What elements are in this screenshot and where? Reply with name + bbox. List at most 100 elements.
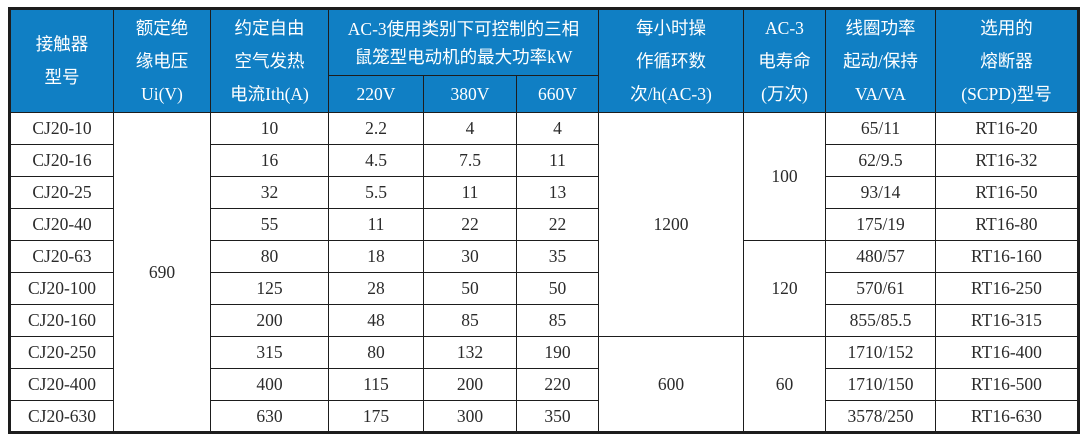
cell-kw-220v: 5.5 <box>328 176 424 209</box>
cell-insulation-voltage: 690 <box>113 112 211 433</box>
cell-kw-660v: 11 <box>516 144 599 177</box>
cell-kw-380v: 30 <box>423 240 517 273</box>
cell-thermal-current: 125 <box>210 272 329 305</box>
cell-model: CJ20-25 <box>9 176 114 209</box>
table-row: CJ20-10 690 10 2.2 4 4 1200 100 65/11 RT16-20 <box>9 112 1079 433</box>
col-header-model: 接触器 型号 <box>9 8 114 113</box>
table-body: CJ20-10 690 10 2.2 4 4 1200 100 65/11 RT16-20 CJ20… <box>9 112 1079 433</box>
cell-electrical-life: 120 <box>743 240 826 337</box>
col-header-220v: 220V <box>328 75 424 113</box>
cell-thermal-current: 16 <box>210 144 329 177</box>
cell-model: CJ20-630 <box>9 400 114 433</box>
cell-thermal-current: 315 <box>210 336 329 369</box>
cell-kw-660v: 85 <box>516 304 599 337</box>
cell-kw-660v: 50 <box>516 272 599 305</box>
col-header-380v: 380V <box>423 75 517 113</box>
table-row: CJ20-250 315 80 132 190 600 60 1710/152 RT16-400 <box>9 336 1079 433</box>
cell-model: CJ20-100 <box>9 272 114 305</box>
cell-cycles: 600 <box>598 336 744 433</box>
cell-model: CJ20-63 <box>9 240 114 273</box>
cell-kw-380v: 7.5 <box>423 144 517 177</box>
col-header-electrical-life: AC-3 电寿命 (万次) <box>743 8 826 113</box>
cell-coil-power: 1710/150 <box>825 368 936 401</box>
table-header: 接触器 型号 额定绝 缘电压 Ui(V) 约定自由 空气发热 电流Ith(A) … <box>9 8 1079 113</box>
table-row: CJ20-16 16 4.5 7.5 11 62/9.5 RT16-32 <box>9 144 1079 177</box>
cell-coil-power: 175/19 <box>825 208 936 241</box>
cell-fuse: RT16-50 <box>935 176 1079 209</box>
table-row: CJ20-100 125 28 50 50 570/61 RT16-250 <box>9 272 1079 305</box>
cell-coil-power: 1710/152 <box>825 336 936 369</box>
cell-model: CJ20-400 <box>9 368 114 401</box>
cell-coil-power: 855/85.5 <box>825 304 936 337</box>
cell-coil-power: 62/9.5 <box>825 144 936 177</box>
cell-coil-power: 480/57 <box>825 240 936 273</box>
cell-fuse: RT16-315 <box>935 304 1079 337</box>
col-header-660v: 660V <box>516 75 599 113</box>
cell-fuse: RT16-250 <box>935 272 1079 305</box>
cell-kw-220v: 4.5 <box>328 144 424 177</box>
table-row: CJ20-630 630 175 300 350 3578/250 RT16-630 <box>9 400 1079 433</box>
cell-fuse: RT16-630 <box>935 400 1079 433</box>
cell-kw-380v: 22 <box>423 208 517 241</box>
cell-electrical-life: 100 <box>743 112 826 241</box>
cell-kw-380v: 200 <box>423 368 517 401</box>
cell-kw-380v: 132 <box>423 336 517 369</box>
table-row: CJ20-25 32 5.5 11 13 93/14 RT16-50 <box>9 176 1079 209</box>
col-header-thermal-current: 约定自由 空气发热 电流Ith(A) <box>210 8 329 113</box>
cell-thermal-current: 10 <box>210 112 329 145</box>
cell-kw-220v: 48 <box>328 304 424 337</box>
cell-thermal-current: 200 <box>210 304 329 337</box>
cell-kw-220v: 175 <box>328 400 424 433</box>
cell-kw-220v: 115 <box>328 368 424 401</box>
cell-coil-power: 65/11 <box>825 112 936 145</box>
cell-fuse: RT16-80 <box>935 208 1079 241</box>
col-header-coil-power: 线圈功率 起动/保持 VA/VA <box>825 8 936 113</box>
cell-kw-220v: 28 <box>328 272 424 305</box>
cell-kw-380v: 300 <box>423 400 517 433</box>
cell-kw-660v: 190 <box>516 336 599 369</box>
cell-thermal-current: 80 <box>210 240 329 273</box>
cell-thermal-current: 630 <box>210 400 329 433</box>
cell-fuse: RT16-400 <box>935 336 1079 369</box>
cell-thermal-current: 55 <box>210 208 329 241</box>
cell-cycles: 1200 <box>598 112 744 337</box>
cell-model: CJ20-40 <box>9 208 114 241</box>
table-row: CJ20-400 400 115 200 220 1710/150 RT16-500 <box>9 368 1079 401</box>
cell-kw-380v: 4 <box>423 112 517 145</box>
table-row: CJ20-160 200 48 85 85 855/85.5 RT16-315 <box>9 304 1079 337</box>
cell-kw-220v: 2.2 <box>328 112 424 145</box>
cell-fuse: RT16-20 <box>935 112 1079 145</box>
cell-kw-660v: 4 <box>516 112 599 145</box>
cell-fuse: RT16-32 <box>935 144 1079 177</box>
cell-model: CJ20-160 <box>9 304 114 337</box>
cell-kw-660v: 220 <box>516 368 599 401</box>
cell-kw-660v: 350 <box>516 400 599 433</box>
cell-coil-power: 93/14 <box>825 176 936 209</box>
cell-kw-660v: 35 <box>516 240 599 273</box>
col-header-fuse: 选用的 熔断器 (SCPD)型号 <box>935 8 1079 113</box>
cell-thermal-current: 400 <box>210 368 329 401</box>
cell-kw-660v: 13 <box>516 176 599 209</box>
table-row: CJ20-40 55 11 22 22 175/19 RT16-80 <box>9 208 1079 241</box>
cell-model: CJ20-16 <box>9 144 114 177</box>
col-header-max-power-group: AC-3使用类别下可控制的三相 鼠笼型电动机的最大功率kW <box>328 8 599 76</box>
cell-fuse: RT16-160 <box>935 240 1079 273</box>
header-row-main: 接触器 型号 额定绝 缘电压 Ui(V) 约定自由 空气发热 电流Ith(A) … <box>9 8 1079 113</box>
header-row-voltages: 220V 380V 660V <box>10 75 1079 113</box>
cell-coil-power: 3578/250 <box>825 400 936 433</box>
cell-kw-660v: 22 <box>516 208 599 241</box>
cell-model: CJ20-250 <box>9 336 114 369</box>
cell-kw-380v: 50 <box>423 272 517 305</box>
cell-kw-380v: 11 <box>423 176 517 209</box>
cell-coil-power: 570/61 <box>825 272 936 305</box>
table-row: CJ20-63 80 18 30 35 120 480/57 RT16-160 <box>9 240 1079 337</box>
cell-electrical-life: 60 <box>743 336 826 433</box>
contactor-spec-table: 接触器 型号 额定绝 缘电压 Ui(V) 约定自由 空气发热 电流Ith(A) … <box>8 7 1080 434</box>
cell-kw-220v: 11 <box>328 208 424 241</box>
col-header-insulation-voltage: 额定绝 缘电压 Ui(V) <box>113 8 211 113</box>
cell-kw-220v: 18 <box>328 240 424 273</box>
cell-thermal-current: 32 <box>210 176 329 209</box>
cell-model: CJ20-10 <box>9 112 114 145</box>
cell-kw-220v: 80 <box>328 336 424 369</box>
